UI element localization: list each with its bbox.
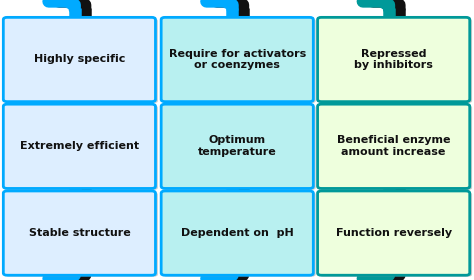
- Text: Dependent on  pH: Dependent on pH: [181, 228, 293, 238]
- Text: Beneficial enzyme
amount increase: Beneficial enzyme amount increase: [337, 136, 450, 157]
- Text: Require for activators
or coenzymes: Require for activators or coenzymes: [169, 49, 306, 70]
- Text: Highly specific: Highly specific: [34, 55, 125, 64]
- Text: Stable structure: Stable structure: [28, 228, 130, 238]
- FancyBboxPatch shape: [161, 191, 313, 275]
- FancyBboxPatch shape: [318, 191, 470, 275]
- Text: Optimum
temperature: Optimum temperature: [198, 136, 277, 157]
- FancyBboxPatch shape: [318, 17, 470, 102]
- FancyBboxPatch shape: [318, 104, 470, 188]
- FancyBboxPatch shape: [161, 104, 313, 188]
- FancyBboxPatch shape: [6, 192, 158, 277]
- FancyBboxPatch shape: [164, 106, 316, 190]
- FancyBboxPatch shape: [6, 106, 158, 190]
- Text: Repressed
by inhibitors: Repressed by inhibitors: [354, 49, 433, 70]
- FancyBboxPatch shape: [6, 19, 158, 103]
- FancyBboxPatch shape: [3, 17, 155, 102]
- FancyBboxPatch shape: [161, 17, 313, 102]
- FancyBboxPatch shape: [3, 191, 155, 275]
- Text: Function reversely: Function reversely: [336, 228, 452, 238]
- FancyBboxPatch shape: [3, 104, 155, 188]
- FancyBboxPatch shape: [320, 192, 472, 277]
- FancyBboxPatch shape: [320, 19, 472, 103]
- FancyBboxPatch shape: [164, 19, 316, 103]
- FancyBboxPatch shape: [320, 106, 472, 190]
- Text: Extremely efficient: Extremely efficient: [20, 141, 139, 151]
- FancyBboxPatch shape: [164, 192, 316, 277]
